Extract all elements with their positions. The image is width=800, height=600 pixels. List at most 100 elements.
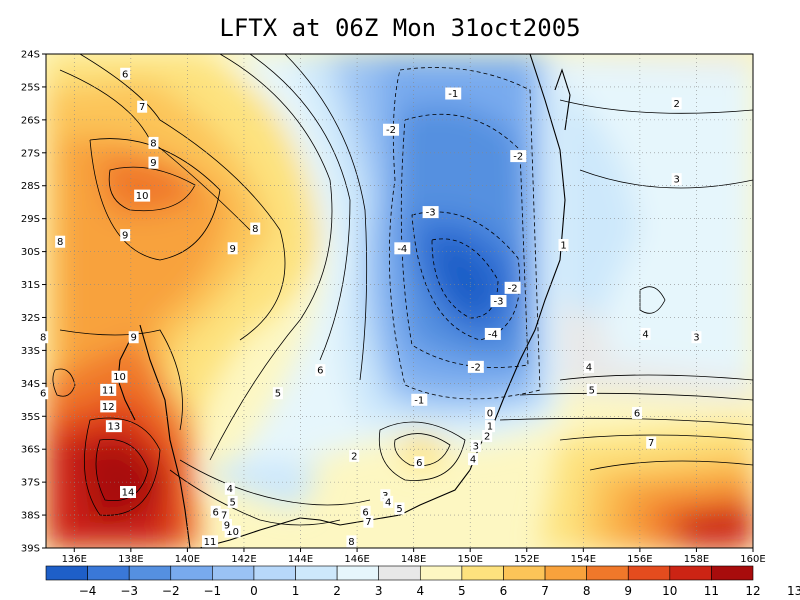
contour-label-bg [227, 242, 238, 255]
contour-label-bg [120, 229, 131, 242]
colorbar-label: −2 [162, 584, 180, 598]
contour-label-bg [349, 449, 360, 462]
contour-label-bg [470, 439, 481, 452]
contour-lines [52, 54, 753, 526]
lat-tick-label: 37S [21, 478, 40, 489]
contour-label-bg [510, 150, 527, 163]
colorbar-swatch [544, 565, 587, 581]
lat-tick-label: 35S [21, 412, 40, 423]
contour-label: 1 [560, 241, 566, 252]
contour-label: 3 [693, 333, 699, 344]
contour-label-bg [632, 406, 643, 419]
contour-label: 1 [487, 422, 493, 433]
contour-label-bg [640, 327, 651, 340]
contour-label: 6 [40, 389, 46, 400]
lat-tick-label: 27S [21, 148, 40, 159]
contour-label-bg [137, 100, 148, 113]
contour-label: 10 [226, 527, 239, 538]
colorbar-label: 11 [704, 584, 719, 598]
lat-tick-label: 33S [21, 346, 40, 357]
contour-line [559, 374, 753, 381]
contour-label-bg [671, 173, 682, 186]
colorbar-label: 10 [662, 584, 677, 598]
contour-line [519, 392, 753, 401]
contour-label-bg [202, 535, 219, 548]
contour-line [378, 421, 466, 481]
contour-label: 7 [648, 438, 654, 449]
colorbar-swatch [128, 565, 172, 581]
contour-line [284, 54, 368, 381]
contour-label: 7 [365, 517, 371, 528]
colorbar-swatch [253, 565, 296, 581]
contour-label-bg [360, 505, 371, 518]
contour-label-bg [467, 360, 484, 373]
contour-label: -3 [493, 297, 503, 308]
colorbar-label: 1 [292, 584, 300, 598]
colorbar-label: −1 [204, 584, 222, 598]
lat-tick-label: 39S [21, 544, 40, 555]
contour-label-bg [414, 456, 425, 469]
contour-line [179, 459, 371, 506]
colorbar-swatch [212, 565, 255, 581]
colorbar-swatch [711, 565, 754, 581]
colorbar-label: 13 [787, 584, 800, 598]
contour-label-bg [55, 235, 66, 248]
contour-label: 8 [348, 537, 354, 548]
colorbar-swatch [461, 565, 504, 581]
contour-label: 8 [57, 237, 63, 248]
contour-label-bg [504, 281, 521, 294]
contour-label: 14 [122, 488, 135, 499]
warm-region [395, 433, 450, 466]
contour-label-bg [383, 495, 394, 508]
contour-label-bg [583, 360, 594, 373]
contour-label: -1 [414, 395, 424, 406]
contour-label: 12 [102, 402, 115, 413]
map-title: LFTX at 06Z Mon 31oct2005 [219, 14, 581, 42]
colorbar-label: 0 [250, 584, 258, 598]
contour-label: 6 [416, 458, 422, 469]
contour-line [559, 434, 753, 441]
colorbar-swatch [586, 565, 629, 581]
colorbar-label: −4 [79, 584, 97, 598]
lat-tick-label: 36S [21, 445, 40, 456]
contour-label: 2 [351, 451, 357, 462]
colorbar-label: 12 [745, 584, 760, 598]
lat-tick-label: 31S [21, 280, 40, 291]
contour-line [83, 417, 161, 516]
contour-label: 5 [396, 504, 402, 515]
contour-label-bg [227, 495, 238, 508]
contour-label-bg [422, 206, 439, 219]
contour-label: 10 [136, 191, 149, 202]
contour-label-bg [272, 387, 283, 400]
colorbar-label: 8 [583, 584, 591, 598]
contour-label-bg [445, 87, 462, 100]
contour-label-bg [482, 430, 493, 443]
contour-label-bg [210, 505, 221, 518]
contour-label-bg [224, 482, 235, 495]
contour-label-bg [691, 331, 702, 344]
contour-label: 8 [150, 138, 156, 149]
contour-label-bg [411, 393, 428, 406]
colorbar-swatch [503, 565, 546, 581]
contour-label: 13 [108, 422, 121, 433]
lat-tick-label: 28S [21, 181, 40, 192]
colorbar-swatch [170, 565, 213, 581]
contour-label: 5 [275, 389, 281, 400]
contour-label: 7 [221, 511, 227, 522]
axis-ticks: 136E 138E 140E 142E 144E 146E 148E 150E 152E 154E… [21, 50, 766, 566]
lon-tick-label: 136E [62, 554, 87, 565]
colorbar-label: −3 [120, 584, 138, 598]
contour-label-bg [128, 331, 139, 344]
colorbar-swatch [419, 565, 463, 581]
colorbar: −4 −3 −2 −1 0 1 2 3 4 5 6 7 8 9 10 11 12 13 [45, 565, 800, 598]
lat-tick-label: 38S [21, 511, 40, 522]
lon-tick-label: 142E [231, 554, 256, 565]
coastline [139, 324, 191, 548]
contour-label-bg [111, 370, 128, 383]
contour-label-bg [646, 436, 657, 449]
contour-label-bg [558, 239, 569, 252]
contour-line [79, 54, 286, 341]
contour-label: 4 [642, 329, 648, 340]
